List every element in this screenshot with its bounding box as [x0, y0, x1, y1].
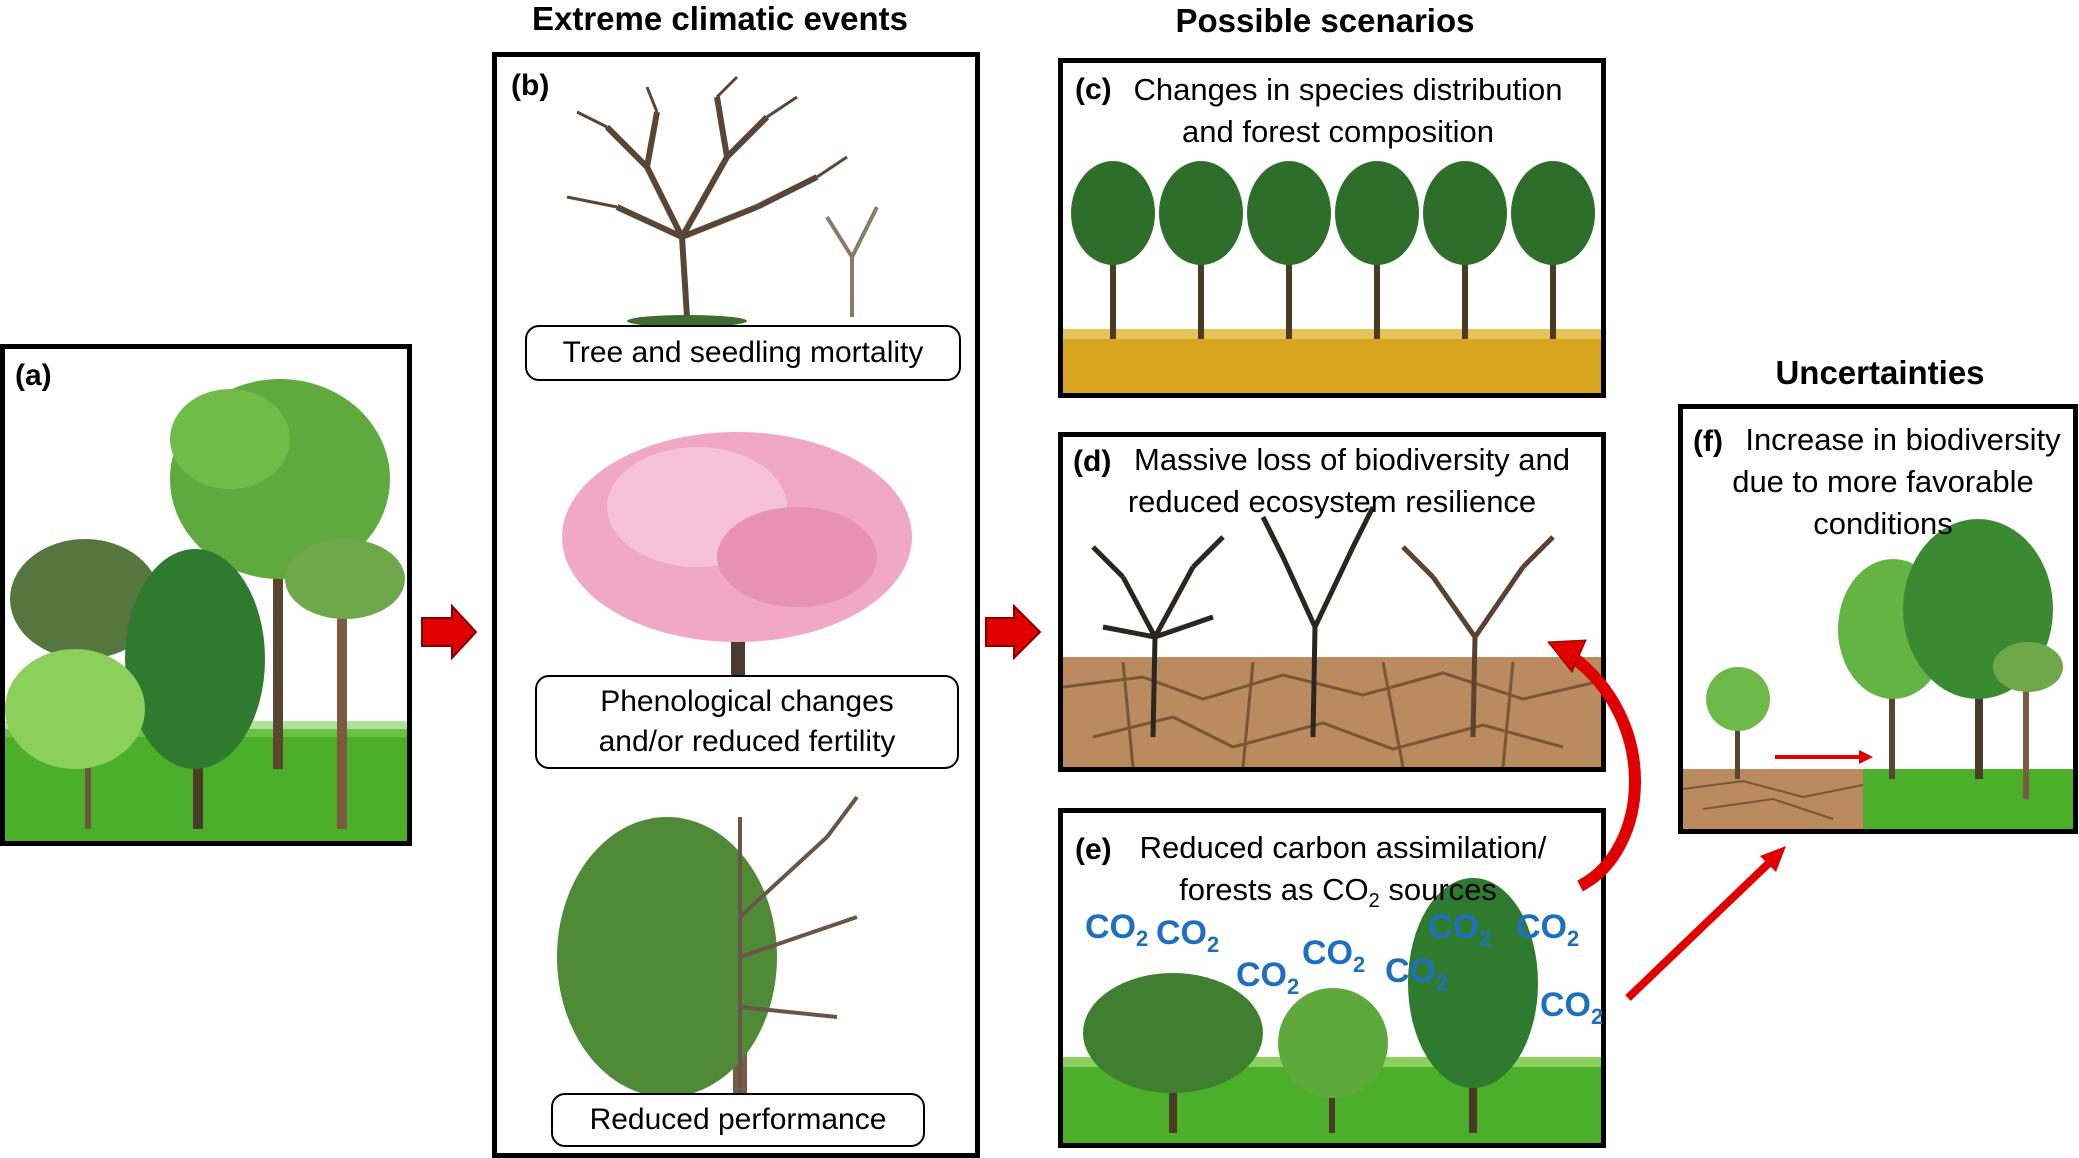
panel-c-label: (c): [1075, 73, 1112, 106]
panel-b-illustrations: [557, 75, 912, 1147]
heading-possible-scenarios: Possible scenarios: [1175, 2, 1475, 39]
caption-performance-text: Reduced performance: [589, 1103, 887, 1136]
panel-b: (b) Tree and seedling mortality Phenolog…: [492, 52, 980, 1158]
heading-extreme-events: Extreme climatic events: [531, 0, 909, 37]
tree-icon: [1159, 161, 1243, 339]
panel-e-line2-suffix: sources: [1379, 872, 1497, 907]
panel-d-label: (d): [1073, 445, 1112, 478]
tree-icon: [1423, 161, 1507, 339]
panel-f-line3: conditions: [1813, 506, 1953, 541]
panel-b-label: (b): [511, 69, 550, 102]
co2-label: CO2: [1516, 908, 1580, 951]
drought-illustration: [1063, 505, 1601, 767]
heading-uncertainties: Uncertainties: [1775, 354, 1985, 391]
co2-label: CO2: [1385, 952, 1449, 995]
panel-d-line2: reduced ecosystem resilience: [1127, 484, 1537, 519]
tree-icon: [1071, 161, 1155, 339]
biodiversity-illustration: [1683, 519, 2073, 829]
dead-tree-icon: [566, 75, 879, 318]
panel-c: (c) Changes in species distribution and …: [1058, 58, 1606, 398]
forest-illustration: [5, 379, 407, 841]
panel-d: (d) Massive loss of biodiversity and red…: [1058, 432, 1606, 772]
half-bare-tree-icon: [738, 795, 859, 1147]
caption-phenology: Phenological changes and/or reduced fert…: [535, 675, 959, 769]
co2-label: CO2: [1302, 934, 1366, 977]
carbon-source-illustration: [1063, 878, 1601, 1143]
arrow-b-to-scenarios: [985, 603, 1042, 661]
co2-label: CO2: [1085, 908, 1149, 951]
panel-c-line1: Changes in species distribution: [1133, 72, 1563, 107]
half-green-tree-icon: [557, 817, 777, 1097]
tree-icon: [1083, 973, 1263, 1093]
panel-e-line2-sub: 2: [1368, 890, 1380, 913]
arrow-e-to-f: [1625, 859, 1773, 1001]
tree-icon: [1408, 878, 1538, 1088]
panel-f-line1: Increase in biodiversity: [1745, 422, 2061, 457]
caption-phenology-line2: and/or reduced fertility: [598, 725, 896, 758]
tree-icon: [1278, 988, 1388, 1098]
small-tree-icon: [1706, 667, 1770, 731]
caption-phenology-line1: Phenological changes: [600, 685, 894, 718]
co2-label: CO2: [1156, 914, 1220, 957]
bare-trees-icon: [1091, 505, 1555, 738]
panel-e-line1: Reduced carbon assimilation/: [1139, 830, 1547, 865]
arrow-a-to-b: [421, 603, 478, 661]
panel-c-line2: and forest composition: [1182, 114, 1494, 149]
caption-mortality: Tree and seedling mortality: [525, 325, 961, 381]
panel-a: (a): [0, 344, 412, 846]
panel-e-line2-prefix: forests as CO: [1179, 872, 1369, 907]
panel-d-line1: Massive loss of biodiversity and: [1134, 442, 1570, 477]
tree-icon: [1335, 161, 1419, 339]
tree-row-illustration: [1063, 161, 1601, 393]
panel-a-label: (a): [15, 359, 52, 392]
caption-performance: Reduced performance: [551, 1093, 925, 1147]
panel-f-line2: due to more favorable: [1732, 464, 2034, 499]
panel-f-label: (f): [1693, 425, 1723, 458]
panel-e: (e) Reduced carbon assimilation/ forests…: [1058, 808, 1606, 1148]
tree-icon: [1511, 161, 1595, 339]
co2-label: CO2: [1540, 986, 1604, 1029]
panel-f: (f) Increase in biodiversity due to more…: [1678, 404, 2078, 834]
caption-mortality-text: Tree and seedling mortality: [562, 336, 924, 369]
co2-label: CO2: [1236, 956, 1300, 999]
panel-e-label: (e): [1075, 833, 1112, 866]
co2-label: CO2: [1428, 908, 1492, 951]
panel-e-line2: forests as CO2 sources: [1123, 869, 1553, 922]
tree-icon: [1247, 161, 1331, 339]
